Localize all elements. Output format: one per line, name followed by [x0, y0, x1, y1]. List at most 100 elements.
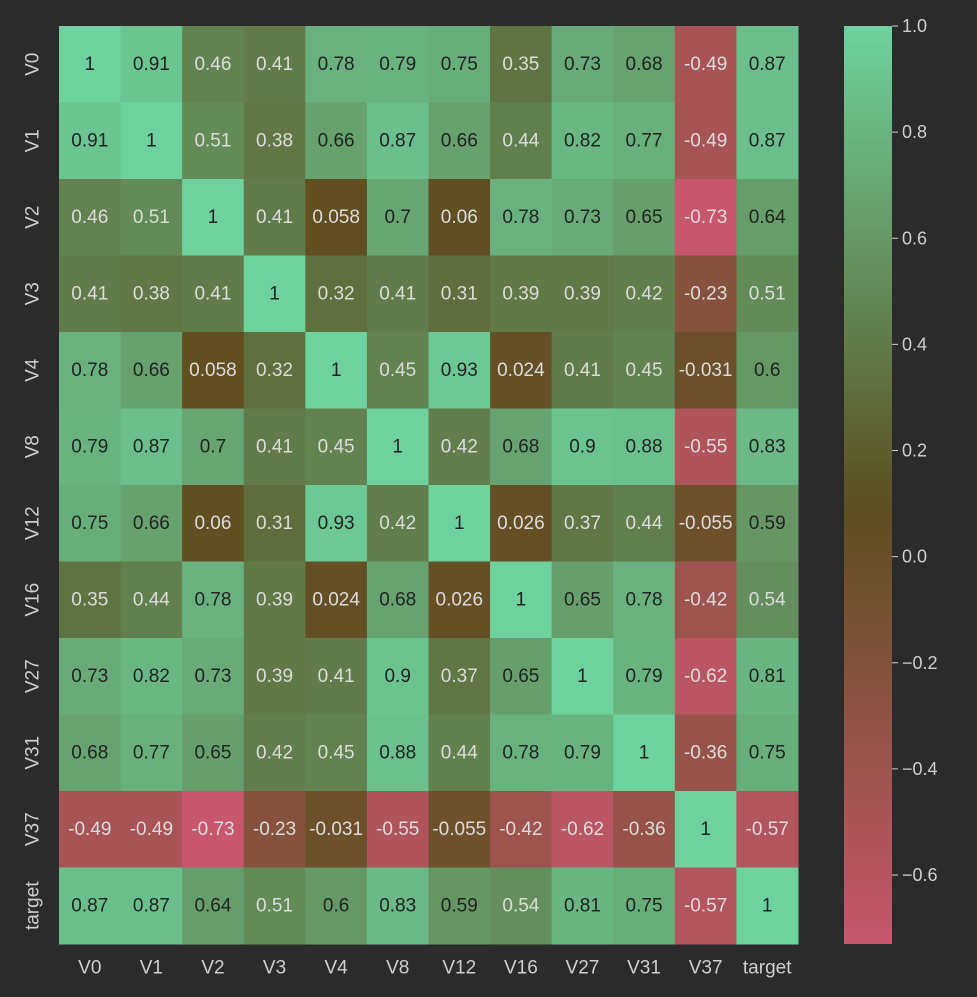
- heatmap-cell-V37-V1: [120, 791, 183, 868]
- cell-value-label-V37-V37: 1: [700, 819, 711, 840]
- heatmap-cell-V2-V3: [243, 179, 306, 256]
- cell-value-label-V1-V12: 0.66: [441, 130, 478, 151]
- cell-value-label-V16-V27: 0.65: [564, 589, 601, 610]
- heatmap-cell-V37-V2: [182, 791, 245, 868]
- cell-value-label-V16-V2: 0.78: [194, 589, 231, 610]
- heatmap-cells: 1 0.91 0.46 0.41 0.78 0.79 0.75 0.35 0.73 0.68 -0.…: [59, 26, 799, 945]
- cell-value-label-V2-target: 0.64: [749, 207, 786, 228]
- cell-value-label-V1-V8: 0.87: [379, 130, 416, 151]
- cell-value-label-target-V3: 0.51: [256, 895, 293, 916]
- cell-value-label-V2-V12: 0.06: [441, 207, 478, 228]
- heatmap-cell-target-V31: [613, 867, 676, 945]
- cell-value-label-V37-V12: -0.055: [432, 819, 486, 840]
- heatmap-cell-V0-V3: [243, 26, 306, 103]
- heatmap-cell-V4-V12: [428, 332, 491, 409]
- heatmap-cell-target-V1: [120, 867, 183, 945]
- heatmap-cell-V37-V3: [243, 791, 306, 868]
- colorbar-tick-label-5: 0.0: [902, 547, 927, 567]
- x-tick-labels: V0 V1 V2 V3 V4 V8 V12 V16 V27 V31 V37 target: [78, 958, 792, 979]
- heatmap-cell-V8-V12: [428, 408, 491, 486]
- cell-value-label-V8-V27: 0.9: [569, 436, 595, 457]
- x-tick-label-V0: V0: [78, 958, 101, 979]
- x-tick-label-V31: V31: [627, 958, 661, 979]
- x-tick-label-V1: V1: [140, 958, 163, 979]
- cell-value-label-V31-target: 0.75: [749, 742, 786, 763]
- heatmap-cell-V2-V12: [428, 179, 491, 256]
- colorbar-tick-label-8: −0.6: [902, 865, 938, 885]
- heatmap-cell-V1-V31: [613, 102, 676, 180]
- heatmap-cell-V1-V2: [182, 102, 245, 180]
- cell-value-label-V37-V31: -0.36: [622, 819, 665, 840]
- cell-value-label-V16-V16: 1: [516, 589, 527, 610]
- heatmap-cell-V37-V27: [551, 791, 614, 868]
- heatmap-cell-V27-V16: [490, 638, 553, 715]
- cell-value-label-V8-V31: 0.88: [626, 436, 663, 457]
- cell-value-label-V1-V16: 0.44: [502, 130, 539, 151]
- cell-value-label-V37-target: -0.57: [746, 819, 789, 840]
- colorbar-tick-label-1: 0.8: [902, 122, 927, 142]
- heatmap-cell-V37-V0: [59, 791, 122, 868]
- heatmap-cell-V31-V12: [428, 714, 491, 792]
- cell-value-label-target-V16: 0.54: [502, 895, 539, 916]
- cell-value-label-V3-V8: 0.41: [379, 283, 416, 304]
- heatmap-cell-V31-V1: [120, 714, 183, 792]
- heatmap-cell-V31-V31: [613, 714, 676, 792]
- y-tick-label-V1: V1: [23, 129, 44, 152]
- heatmap-cell-V0-V1: [120, 26, 183, 103]
- cell-value-label-V4-V12: 0.93: [441, 360, 478, 381]
- heatmap-cell-V8-V16: [490, 408, 553, 486]
- heatmap-cell-V8-target: [736, 408, 799, 486]
- cell-value-label-V37-V3: -0.23: [253, 819, 296, 840]
- cell-value-label-V4-V3: 0.32: [256, 360, 293, 381]
- heatmap-cell-V4-V37: [674, 332, 737, 409]
- cell-value-label-V1-V31: 0.77: [626, 130, 663, 151]
- heatmap-cell-target-V3: [243, 867, 306, 945]
- cell-value-label-V2-V37: -0.73: [684, 207, 727, 228]
- cell-value-label-V37-V16: -0.42: [499, 819, 542, 840]
- heatmap-cell-V0-V0: [59, 26, 122, 103]
- heatmap-cell-target-V8: [366, 867, 429, 945]
- heatmap-cell-V31-V2: [182, 714, 245, 792]
- heatmap-cell-V1-V12: [428, 102, 491, 180]
- heatmap-cell-V16-target: [736, 561, 799, 639]
- cell-value-label-target-V27: 0.81: [564, 895, 601, 916]
- cell-value-label-target-V31: 0.75: [626, 895, 663, 916]
- heatmap-cell-V4-V1: [120, 332, 183, 409]
- cell-value-label-V2-V3: 0.41: [256, 207, 293, 228]
- heatmap-cell-V4-V2: [182, 332, 245, 409]
- cell-value-label-target-V4: 0.6: [323, 895, 349, 916]
- heatmap-cell-V8-V1: [120, 408, 183, 486]
- cell-value-label-V37-V2: -0.73: [191, 819, 234, 840]
- heatmap-cell-V16-V2: [182, 561, 245, 639]
- heatmap-cell-V16-V12: [428, 561, 491, 639]
- heatmap-cell-V27-V37: [674, 638, 737, 715]
- heatmap-cell-V0-V4: [305, 26, 368, 103]
- cell-value-label-V31-V12: 0.44: [441, 742, 478, 763]
- heatmap-cell-V1-V3: [243, 102, 306, 180]
- cell-value-label-V8-V4: 0.45: [318, 436, 355, 457]
- x-tick-label-target: target: [743, 958, 792, 979]
- heatmap-cell-V12-V12: [428, 485, 491, 562]
- heatmap-cell-V0-V12: [428, 26, 491, 103]
- cell-value-label-V8-V2: 0.7: [200, 436, 226, 457]
- cell-value-label-V31-V37: -0.36: [684, 742, 727, 763]
- heatmap-cell-V2-V37: [674, 179, 737, 256]
- heatmap-cell-V8-V0: [59, 408, 122, 486]
- heatmap-cell-V2-V2: [182, 179, 245, 256]
- heatmap-cell-V12-V3: [243, 485, 306, 562]
- cell-value-label-V27-target: 0.81: [749, 666, 786, 687]
- heatmap-cell-V4-V3: [243, 332, 306, 409]
- cell-value-label-V3-V12: 0.31: [441, 283, 478, 304]
- heatmap-cell-V3-target: [736, 255, 799, 333]
- cell-value-label-V8-V12: 0.42: [441, 436, 478, 457]
- cell-value-label-V3-V3: 1: [269, 283, 280, 304]
- cell-value-label-V8-V1: 0.87: [133, 436, 170, 457]
- cell-value-label-V0-V1: 0.91: [133, 54, 170, 75]
- heatmap-cell-V2-V4: [305, 179, 368, 256]
- heatmap-cell-V37-V4: [305, 791, 368, 868]
- heatmap-cell-V37-V31: [613, 791, 676, 868]
- cell-value-label-V4-V0: 0.78: [71, 360, 108, 381]
- heatmap-cell-V27-V0: [59, 638, 122, 715]
- heatmap-cell-V27-V3: [243, 638, 306, 715]
- cell-value-label-V0-V37: -0.49: [684, 54, 727, 75]
